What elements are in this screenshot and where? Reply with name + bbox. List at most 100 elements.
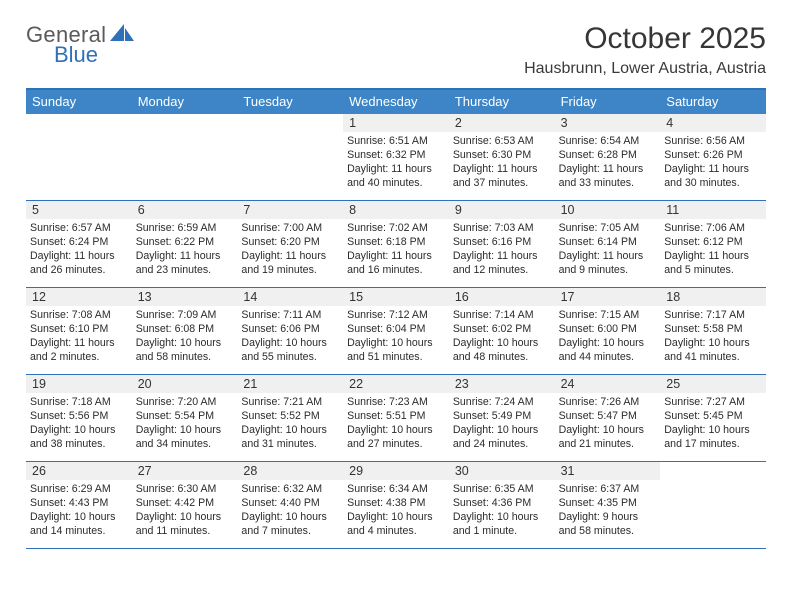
sunset: Sunset: 4:42 PM	[136, 497, 234, 511]
sunset: Sunset: 6:02 PM	[453, 323, 551, 337]
day-info: Sunrise: 7:27 AMSunset: 5:45 PMDaylight:…	[664, 396, 762, 452]
sunset: Sunset: 6:04 PM	[347, 323, 445, 337]
sunset: Sunset: 6:22 PM	[136, 236, 234, 250]
daylight-line1: Daylight: 11 hours	[241, 250, 339, 264]
day-number: 19	[26, 375, 132, 393]
day-info: Sunrise: 7:26 AMSunset: 5:47 PMDaylight:…	[559, 396, 657, 452]
daylight-line2: and 2 minutes.	[30, 351, 128, 365]
day-info: Sunrise: 6:57 AMSunset: 6:24 PMDaylight:…	[30, 222, 128, 278]
sunset: Sunset: 6:06 PM	[241, 323, 339, 337]
day-number: 22	[343, 375, 449, 393]
sunrise: Sunrise: 7:03 AM	[453, 222, 551, 236]
sunrise: Sunrise: 6:59 AM	[136, 222, 234, 236]
sunset: Sunset: 6:26 PM	[664, 149, 762, 163]
day-cell	[660, 462, 766, 548]
day-cell: 7Sunrise: 7:00 AMSunset: 6:20 PMDaylight…	[237, 201, 343, 287]
day-info: Sunrise: 7:21 AMSunset: 5:52 PMDaylight:…	[241, 396, 339, 452]
week-row: 19Sunrise: 7:18 AMSunset: 5:56 PMDayligh…	[26, 375, 766, 462]
day-cell	[26, 114, 132, 200]
sunrise: Sunrise: 6:35 AM	[453, 483, 551, 497]
sunrise: Sunrise: 6:29 AM	[30, 483, 128, 497]
day-number: 31	[555, 462, 661, 480]
sunset: Sunset: 5:54 PM	[136, 410, 234, 424]
sunset: Sunset: 5:56 PM	[30, 410, 128, 424]
day-cell: 16 Sunrise: 7:14 AMSunset: 6:02 PMDayligh…	[449, 288, 555, 374]
daylight-line1: Daylight: 11 hours	[30, 250, 128, 264]
weekday-row: Sunday Monday Tuesday Wednesday Thursday…	[26, 90, 766, 114]
day-info: Sunrise: 7:06 AMSunset: 6:12 PMDaylight:…	[664, 222, 762, 278]
daylight-line1: Daylight: 10 hours	[664, 337, 762, 351]
daylight-line1: Daylight: 11 hours	[347, 250, 445, 264]
sunset: Sunset: 6:30 PM	[453, 149, 551, 163]
sunset: Sunset: 5:51 PM	[347, 410, 445, 424]
day-number: 16	[449, 288, 555, 306]
day-info: Sunrise: 6:54 AMSunset: 6:28 PMDaylight:…	[559, 135, 657, 191]
daylight-line2: and 34 minutes.	[136, 438, 234, 452]
day-cell: 27Sunrise: 6:30 AMSunset: 4:42 PMDayligh…	[132, 462, 238, 548]
daylight-line2: and 33 minutes.	[559, 177, 657, 191]
sunrise: Sunrise: 7:06 AM	[664, 222, 762, 236]
day-cell: 28 Sunrise: 6:32 AMSunset: 4:40 PMDayligh…	[237, 462, 343, 548]
daylight-line2: and 12 minutes.	[453, 264, 551, 278]
day-info: Sunrise: 6:32 AMSunset: 4:40 PMDaylight:…	[241, 483, 339, 539]
day-info: Sunrise: 6:37 AMSunset: 4:35 PMDaylight:…	[559, 483, 657, 539]
week-row: 1Sunrise: 6:51 AMSunset: 6:32 PMDaylight…	[26, 114, 766, 201]
day-cell: 17Sunrise: 7:15 AMSunset: 6:00 PMDayligh…	[555, 288, 661, 374]
day-number: 11	[660, 201, 766, 219]
day-cell: 23 Sunrise: 7:24 AMSunset: 5:49 PMDayligh…	[449, 375, 555, 461]
day-cell: 12Sunrise: 7:08 AMSunset: 6:10 PMDayligh…	[26, 288, 132, 374]
daylight-line1: Daylight: 11 hours	[453, 250, 551, 264]
day-info: Sunrise: 7:24 AMSunset: 5:49 PMDaylight:…	[453, 396, 551, 452]
sunset: Sunset: 5:47 PM	[559, 410, 657, 424]
day-number: 18	[660, 288, 766, 306]
day-number: 24	[555, 375, 661, 393]
day-cell: 2Sunrise: 6:53 AMSunset: 6:30 PMDaylight…	[449, 114, 555, 200]
day-number: 28	[237, 462, 343, 480]
daylight-line1: Daylight: 11 hours	[347, 163, 445, 177]
daylight-line2: and 26 minutes.	[30, 264, 128, 278]
day-number: 2	[449, 114, 555, 132]
sunset: Sunset: 4:36 PM	[453, 497, 551, 511]
day-number: 7	[237, 201, 343, 219]
day-number: 23	[449, 375, 555, 393]
sunrise: Sunrise: 7:24 AM	[453, 396, 551, 410]
header: General Blue October 2025 Hausbrunn, Low…	[26, 22, 766, 78]
daylight-line2: and 58 minutes.	[559, 525, 657, 539]
sunset: Sunset: 6:20 PM	[241, 236, 339, 250]
day-cell: 18Sunrise: 7:17 AMSunset: 5:58 PMDayligh…	[660, 288, 766, 374]
sunset: Sunset: 5:58 PM	[664, 323, 762, 337]
day-cell: 4Sunrise: 6:56 AMSunset: 6:26 PMDaylight…	[660, 114, 766, 200]
day-info: Sunrise: 7:23 AMSunset: 5:51 PMDaylight:…	[347, 396, 445, 452]
weekday-wednesday: Wednesday	[343, 90, 449, 114]
day-cell: 5Sunrise: 6:57 AMSunset: 6:24 PMDaylight…	[26, 201, 132, 287]
daylight-line1: Daylight: 10 hours	[241, 511, 339, 525]
sunset: Sunset: 4:38 PM	[347, 497, 445, 511]
daylight-line1: Daylight: 11 hours	[136, 250, 234, 264]
day-info: Sunrise: 6:29 AMSunset: 4:43 PMDaylight:…	[30, 483, 128, 539]
day-cell: 22 Sunrise: 7:23 AMSunset: 5:51 PMDayligh…	[343, 375, 449, 461]
sunset: Sunset: 6:08 PM	[136, 323, 234, 337]
day-info: Sunrise: 7:09 AMSunset: 6:08 PMDaylight:…	[136, 309, 234, 365]
daylight-line1: Daylight: 10 hours	[347, 511, 445, 525]
daylight-line2: and 14 minutes.	[30, 525, 128, 539]
day-number: 20	[132, 375, 238, 393]
sail-icon	[110, 24, 136, 46]
weeks-container: 1Sunrise: 6:51 AMSunset: 6:32 PMDaylight…	[26, 114, 766, 549]
sunrise: Sunrise: 6:37 AM	[559, 483, 657, 497]
sunset: Sunset: 6:10 PM	[30, 323, 128, 337]
daylight-line1: Daylight: 10 hours	[559, 337, 657, 351]
day-number: 12	[26, 288, 132, 306]
daylight-line1: Daylight: 10 hours	[347, 424, 445, 438]
daylight-line2: and 41 minutes.	[664, 351, 762, 365]
daylight-line1: Daylight: 10 hours	[30, 424, 128, 438]
day-cell: 25Sunrise: 7:27 AMSunset: 5:45 PMDayligh…	[660, 375, 766, 461]
daylight-line1: Daylight: 10 hours	[136, 337, 234, 351]
day-info: Sunrise: 7:14 AMSunset: 6:02 PMDaylight:…	[453, 309, 551, 365]
logo-text-blue: Blue	[54, 44, 136, 66]
daylight-line1: Daylight: 10 hours	[136, 424, 234, 438]
daylight-line1: Daylight: 10 hours	[30, 511, 128, 525]
day-number: 29	[343, 462, 449, 480]
day-cell: 6Sunrise: 6:59 AMSunset: 6:22 PMDaylight…	[132, 201, 238, 287]
sunset: Sunset: 6:16 PM	[453, 236, 551, 250]
daylight-line2: and 9 minutes.	[559, 264, 657, 278]
